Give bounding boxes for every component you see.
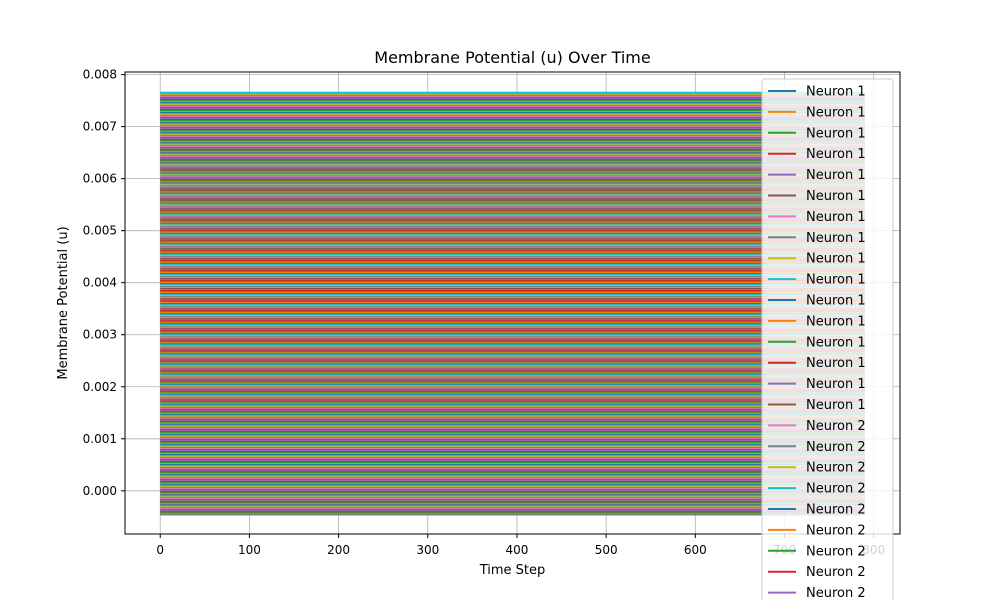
legend-label: Neuron 1 [806,210,866,225]
legend-label: Neuron 1 [806,294,866,309]
y-tick-label: 0.008 [83,68,117,82]
y-tick-label: 0.005 [83,224,117,238]
x-axis-label: Time Step [479,563,546,578]
x-tick-label: 300 [416,543,439,557]
legend-label: Neuron 2 [806,440,866,455]
y-tick-label: 0.000 [83,484,117,498]
legend-label: Neuron 2 [806,461,866,476]
legend-label: Neuron 1 [806,398,866,413]
plot-area [160,91,865,516]
legend-label: Neuron 1 [806,189,866,204]
legend-label: Neuron 2 [806,503,866,518]
x-tick-label: 400 [506,543,529,557]
legend-label: Neuron 2 [806,565,866,580]
legend-label: Neuron 1 [806,314,866,329]
legend-label: Neuron 2 [806,482,866,497]
y-tick-label: 0.006 [83,172,117,186]
legend-label: Neuron 1 [806,231,866,246]
series-lines [160,91,865,516]
legend-label: Neuron 2 [806,419,866,434]
y-tick-label: 0.003 [83,328,117,342]
x-tick-label: 500 [595,543,618,557]
legend-label: Neuron 1 [806,356,866,371]
legend-box [761,78,894,600]
legend-label: Neuron 2 [806,586,866,600]
legend-label: Neuron 2 [806,523,866,538]
y-axis-ticks: 0.000 0.001 0.002 0.003 0.004 0.005 0.006 0.007… [83,68,125,498]
legend-label: Neuron 1 [806,126,866,141]
legend-label: Neuron 1 [806,335,866,350]
legend-label: Neuron 2 [806,544,866,559]
legend: Neuron 1 Neuron 1 Neuron 1 Neuron 1 Neuron 1… [761,78,894,600]
chart-title: Membrane Potential (u) Over Time [374,48,650,67]
legend-label: Neuron 1 [806,85,866,100]
x-tick-label: 0 [156,543,164,557]
legend-label: Neuron 1 [806,168,866,183]
x-tick-label: 100 [238,543,261,557]
plot-frame [124,71,901,535]
legend-label: Neuron 1 [806,147,866,162]
legend-label: Neuron 1 [806,105,866,120]
y-tick-label: 0.004 [83,276,117,290]
legend-label: Neuron 1 [806,252,866,267]
y-tick-label: 0.007 [83,120,117,134]
x-tick-label: 200 [327,543,350,557]
legend-label: Neuron 1 [806,377,866,392]
legend-label: Neuron 1 [806,273,866,288]
y-axis-label: Membrane Potential (u) [56,226,71,379]
x-tick-label: 600 [684,543,707,557]
y-tick-label: 0.002 [83,380,117,394]
y-tick-label: 0.001 [83,432,117,446]
